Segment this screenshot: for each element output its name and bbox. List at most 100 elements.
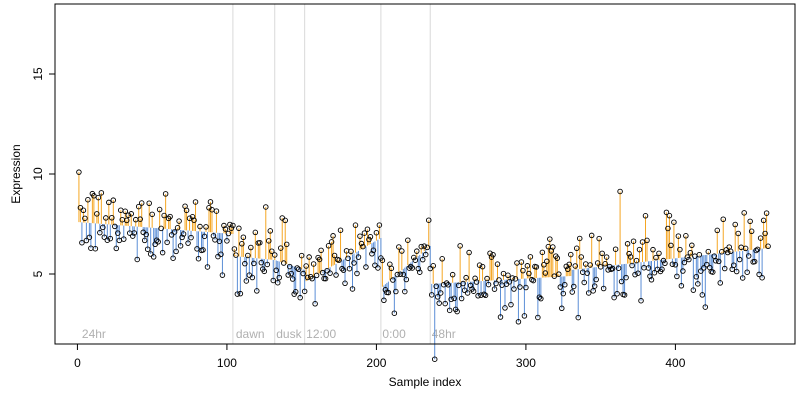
data-point (624, 241, 631, 247)
data-point (366, 236, 372, 243)
data-point (104, 237, 111, 243)
data-point (204, 264, 211, 270)
data-point (591, 283, 598, 289)
data-point (644, 237, 650, 244)
data-point (626, 250, 632, 257)
period-label-4: 0:00 (382, 327, 406, 341)
data-point (500, 270, 507, 277)
data-point (475, 293, 481, 299)
data-point (473, 279, 480, 285)
data-point (497, 314, 504, 320)
data-point (680, 268, 686, 274)
data-point (599, 250, 605, 257)
data-point (485, 281, 492, 288)
data-point (651, 269, 658, 276)
data-point (283, 241, 290, 248)
data-point (550, 244, 556, 250)
data-point (276, 274, 282, 281)
data-point (716, 258, 722, 265)
period-label-3: 12:00 (306, 327, 336, 341)
data-point (461, 287, 468, 294)
data-point (690, 287, 697, 293)
data-point (147, 251, 154, 257)
data-point (150, 254, 157, 260)
data-point (85, 196, 91, 203)
data-point (479, 263, 486, 270)
data-point (138, 200, 145, 206)
data-point (760, 217, 767, 224)
data-point (662, 260, 668, 267)
data-point (741, 210, 747, 216)
data-point (274, 279, 281, 286)
data-point (155, 239, 161, 245)
data-point (732, 221, 738, 228)
data-point (415, 265, 422, 272)
data-point (273, 267, 280, 274)
data-point (292, 289, 299, 295)
data-point (711, 253, 718, 259)
data-point (379, 257, 386, 264)
data-point (754, 246, 761, 253)
data-point (399, 248, 405, 254)
data-point (547, 236, 553, 242)
data-point (370, 247, 377, 254)
data-point (171, 229, 178, 235)
data-point (436, 300, 442, 306)
data-point (437, 290, 444, 296)
x-tick-label-2: 200 (366, 356, 386, 370)
data-point (687, 249, 694, 256)
data-point (301, 288, 308, 295)
y-tick-label-1: 10 (31, 167, 45, 181)
data-point (245, 252, 251, 259)
data-point (609, 265, 616, 272)
data-point (457, 243, 463, 249)
data-point (484, 275, 490, 282)
data-point (445, 282, 451, 288)
data-point (390, 277, 396, 283)
data-point (282, 217, 288, 224)
data-point (689, 242, 695, 249)
data-point (727, 248, 734, 255)
data-point (191, 217, 197, 223)
data-point (346, 265, 353, 272)
data-point (251, 260, 257, 267)
data-point (717, 280, 724, 286)
data-point (367, 234, 374, 240)
data-point (100, 224, 106, 231)
data-point (402, 288, 408, 295)
data-point (180, 231, 187, 237)
data-point (397, 271, 404, 277)
data-point (668, 242, 674, 249)
data-point (745, 253, 752, 259)
data-point (442, 300, 448, 307)
data-point (575, 314, 581, 321)
data-point (506, 279, 513, 285)
data-point (330, 233, 336, 239)
data-point (337, 227, 344, 233)
data-point (675, 233, 682, 239)
data-point (584, 270, 590, 276)
data-point (587, 262, 593, 268)
data-point (364, 226, 371, 232)
data-point (623, 274, 629, 281)
data-point (753, 247, 759, 254)
data-point (80, 207, 87, 214)
data-point (269, 248, 275, 254)
data-point (517, 284, 523, 290)
data-point (536, 294, 543, 300)
data-point (482, 292, 489, 299)
data-point (696, 251, 703, 258)
data-point (414, 248, 420, 254)
data-point (656, 250, 662, 257)
data-point (602, 261, 608, 267)
data-point (313, 272, 320, 279)
data-point (162, 191, 169, 197)
data-point (747, 218, 753, 225)
data-point (527, 254, 534, 260)
data-point (578, 254, 584, 260)
data-point (115, 230, 121, 236)
data-point (588, 232, 595, 239)
data-point (751, 258, 758, 265)
data-point (239, 241, 245, 247)
data-point (352, 222, 359, 228)
